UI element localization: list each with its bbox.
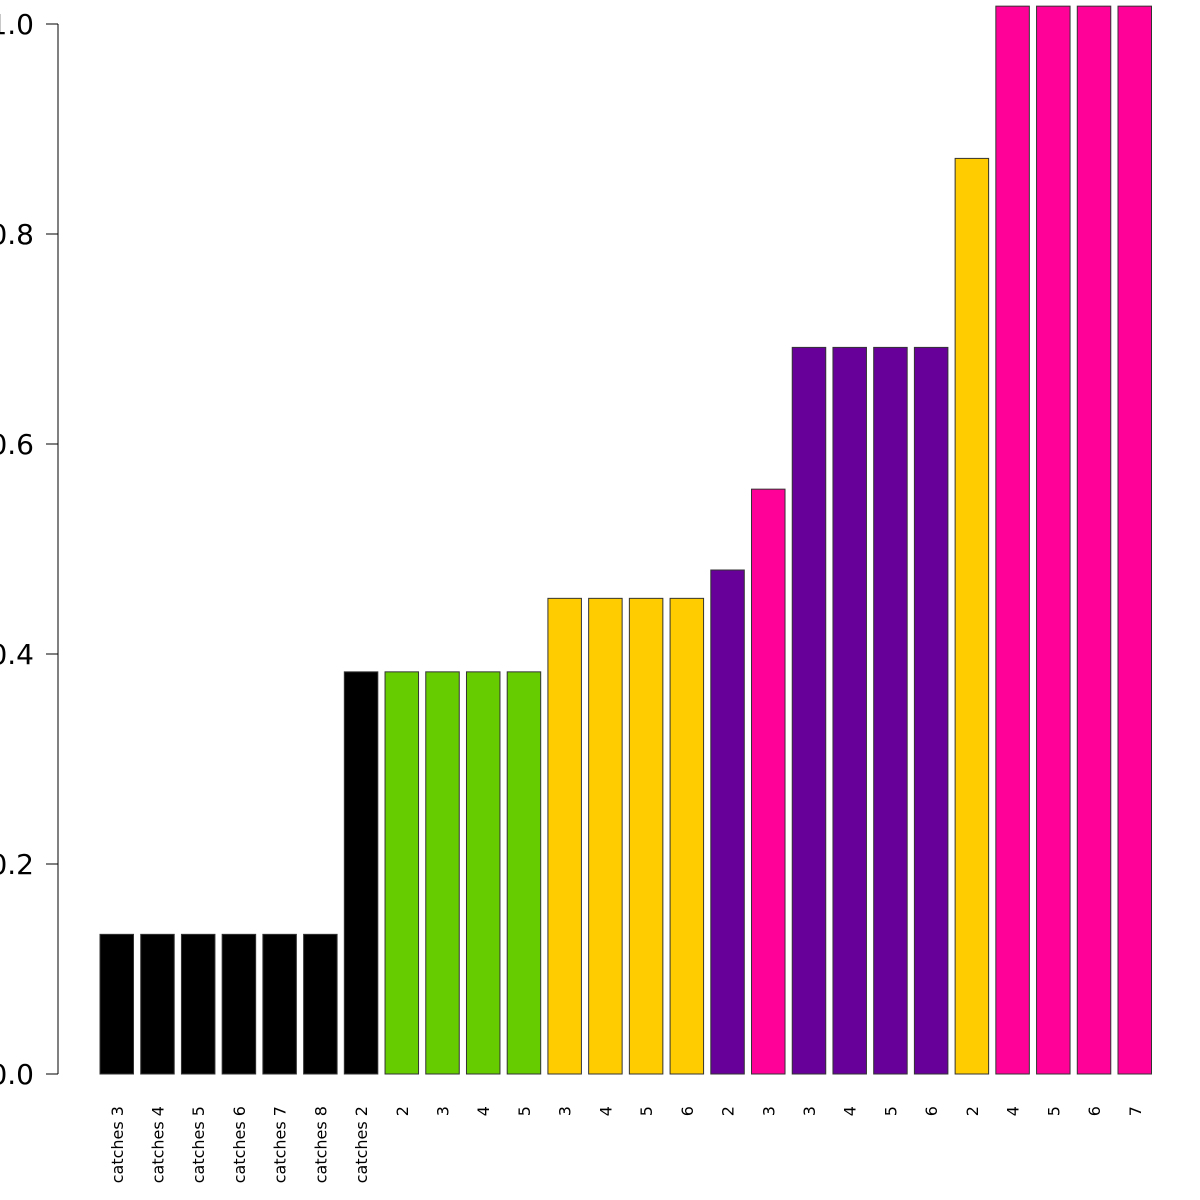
x-tick-label: 4 (841, 1106, 860, 1116)
x-tick-label: catches 5 (189, 1106, 208, 1183)
x-tick-label: catches 8 (311, 1106, 330, 1183)
bar (343, 671, 379, 1075)
x-tick-label: 3 (556, 1106, 575, 1116)
x-tick-label: 6 (1085, 1106, 1104, 1116)
bar (384, 671, 420, 1075)
x-tick-label: 2 (719, 1106, 738, 1116)
y-tick-label: 0.4 (0, 638, 34, 671)
bar (588, 597, 623, 1075)
bar (791, 346, 827, 1075)
x-tick-label: catches 2 (352, 1106, 371, 1183)
x-tick-label: 2 (963, 1106, 982, 1116)
x-axis-labels: catches 3 catches 4 catches 5 catches 6 catc… (108, 1106, 1145, 1183)
x-tick-label: 3 (434, 1106, 453, 1116)
x-tick-label: 5 (881, 1106, 900, 1116)
x-tick-label: 4 (1004, 1106, 1023, 1116)
x-tick-label: 6 (678, 1106, 697, 1116)
bar (873, 346, 908, 1075)
bar (832, 346, 867, 1075)
bar (710, 569, 745, 1075)
x-tick-label: 4 (474, 1106, 493, 1116)
x-tick-label: catches 7 (271, 1106, 290, 1183)
x-tick-label: 4 (596, 1106, 615, 1116)
y-tick-label: 0.8 (0, 218, 34, 251)
bar (995, 5, 1030, 1075)
bar (547, 597, 582, 1075)
bar (465, 671, 501, 1075)
x-tick-label: 5 (515, 1106, 534, 1116)
bar (1076, 5, 1112, 1075)
x-tick-label: 5 (1044, 1106, 1063, 1116)
bar (751, 488, 786, 1075)
bar (506, 671, 542, 1075)
bar (913, 346, 949, 1075)
y-tick-label: 0.0 (0, 1058, 34, 1091)
bar (99, 933, 134, 1075)
bar (628, 597, 664, 1075)
x-tick-label: 3 (800, 1106, 819, 1116)
bar (303, 933, 338, 1075)
x-tick-label: 5 (637, 1106, 656, 1116)
x-tick-label: 7 (1126, 1106, 1145, 1116)
x-tick-label: catches 4 (148, 1106, 167, 1183)
bar (140, 933, 175, 1075)
x-tick-label: catches 3 (108, 1106, 127, 1183)
bar (954, 157, 990, 1075)
y-tick-label: 0.2 (0, 848, 34, 881)
y-tick-label: 1.0 (0, 8, 34, 41)
bar (180, 933, 216, 1075)
y-tick-label: 0.6 (0, 428, 34, 461)
bar (1117, 5, 1152, 1075)
bar (425, 671, 460, 1075)
bars (99, 5, 1152, 1075)
x-tick-label: 6 (922, 1106, 941, 1116)
bar (221, 933, 257, 1075)
x-tick-label: 2 (393, 1106, 412, 1116)
bar (669, 597, 705, 1075)
x-tick-label: 3 (759, 1106, 778, 1116)
bar (1036, 5, 1071, 1075)
x-tick-label: catches 6 (230, 1106, 249, 1183)
y-axis: 0.0 0.2 0.4 0.6 0.8 1.0 (0, 8, 59, 1091)
bar (262, 933, 297, 1075)
